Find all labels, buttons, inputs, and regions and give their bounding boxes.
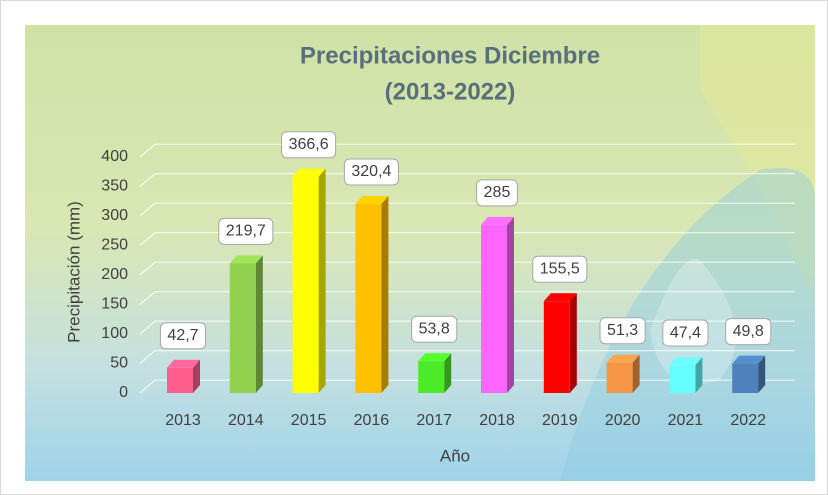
data-label-box — [281, 131, 337, 159]
data-label: 49,8 — [733, 323, 764, 340]
grid-line — [139, 173, 795, 187]
x-tick-label: 2017 — [416, 412, 452, 429]
decoration — [700, 25, 815, 300]
bar-top — [355, 195, 389, 204]
bar-top — [418, 353, 452, 362]
x-tick-label: 2014 — [228, 412, 264, 429]
bar-side — [381, 195, 389, 393]
bar — [481, 216, 514, 393]
bar — [606, 354, 640, 393]
data-label: 47,4 — [670, 324, 701, 341]
grid-line — [139, 291, 795, 305]
data-label: 219,7 — [226, 223, 266, 240]
data-label: 51,3 — [607, 322, 638, 339]
y-tick-label: 150 — [101, 296, 128, 313]
bar-side — [507, 216, 514, 393]
data-label-box — [725, 318, 772, 346]
x-tick-label: 2021 — [668, 412, 704, 429]
y-tick-label: 250 — [101, 237, 128, 254]
y-tick-label: 400 — [101, 148, 128, 165]
bar-top — [606, 354, 640, 363]
bar-side — [569, 293, 577, 393]
grid-line — [139, 143, 795, 158]
x-tick-label: 2016 — [354, 412, 390, 429]
data-label: 366,6 — [289, 136, 329, 153]
data-label: 285 — [484, 184, 511, 201]
y-tick-label: 50 — [110, 355, 128, 372]
data-label-box — [476, 179, 518, 207]
data-label-box — [599, 317, 646, 345]
grid-line — [139, 379, 795, 394]
bar-front — [167, 367, 193, 393]
y-tick-label: 100 — [101, 325, 128, 342]
bar-top — [229, 255, 263, 264]
x-tick-label: 2020 — [605, 412, 641, 429]
y-axis-title: Precipitación (mm) — [64, 201, 83, 343]
y-tick-label: 300 — [101, 207, 128, 224]
grid-line — [139, 232, 795, 246]
data-label-box — [159, 322, 207, 350]
x-tick-label: 2019 — [542, 412, 578, 429]
bar-front — [355, 203, 382, 393]
data-label-box — [218, 217, 274, 245]
bar-front — [669, 365, 696, 393]
bar-front — [481, 224, 507, 393]
bar-top — [292, 168, 326, 177]
grid-line — [139, 202, 795, 217]
data-label: 155,5 — [540, 260, 580, 277]
data-label-box — [662, 319, 709, 347]
bar-top — [167, 359, 200, 368]
bar-front — [418, 361, 445, 393]
x-axis-title: Año — [440, 446, 470, 465]
bar-front — [606, 362, 633, 393]
bar-front — [292, 176, 319, 393]
grid-line — [139, 350, 795, 364]
data-label-box — [532, 255, 588, 283]
bar-side — [758, 355, 766, 393]
data-label: 320,4 — [351, 163, 391, 180]
bar-top — [669, 357, 703, 366]
bar-top — [732, 355, 766, 364]
bar-side — [632, 354, 640, 393]
x-tick-label: 2015 — [291, 412, 327, 429]
bar-top — [481, 216, 514, 225]
chart-subtitle: (2013-2022) — [385, 78, 516, 105]
bar-side — [444, 353, 452, 393]
bar — [543, 293, 577, 393]
y-tick-label: 350 — [101, 178, 128, 195]
bar — [292, 168, 326, 393]
bar — [355, 195, 389, 393]
bar-side — [318, 168, 326, 393]
y-tick-label: 200 — [101, 266, 128, 283]
bar — [669, 357, 703, 393]
bar-top — [543, 293, 577, 302]
plot-background — [25, 25, 815, 481]
data-label-box — [411, 315, 458, 343]
x-tick-label: 2018 — [479, 412, 515, 429]
grid-line — [139, 320, 795, 335]
bar-front — [229, 263, 256, 393]
x-tick-label: 2022 — [730, 412, 766, 429]
bar-front — [732, 363, 759, 393]
x-tick-label: 2013 — [165, 412, 201, 429]
bar-front — [543, 301, 570, 393]
data-label: 42,7 — [167, 327, 198, 344]
bar — [167, 359, 200, 393]
y-tick-label: 0 — [119, 384, 128, 401]
data-label-box — [343, 158, 399, 186]
bar — [229, 255, 263, 393]
bar-side — [255, 255, 263, 393]
bar — [732, 355, 766, 393]
bar-side — [193, 359, 200, 393]
data-label: 53,8 — [419, 320, 450, 337]
bar-side — [695, 357, 703, 393]
chart-title: Precipitaciones Diciembre — [300, 42, 600, 69]
bar — [418, 353, 452, 393]
